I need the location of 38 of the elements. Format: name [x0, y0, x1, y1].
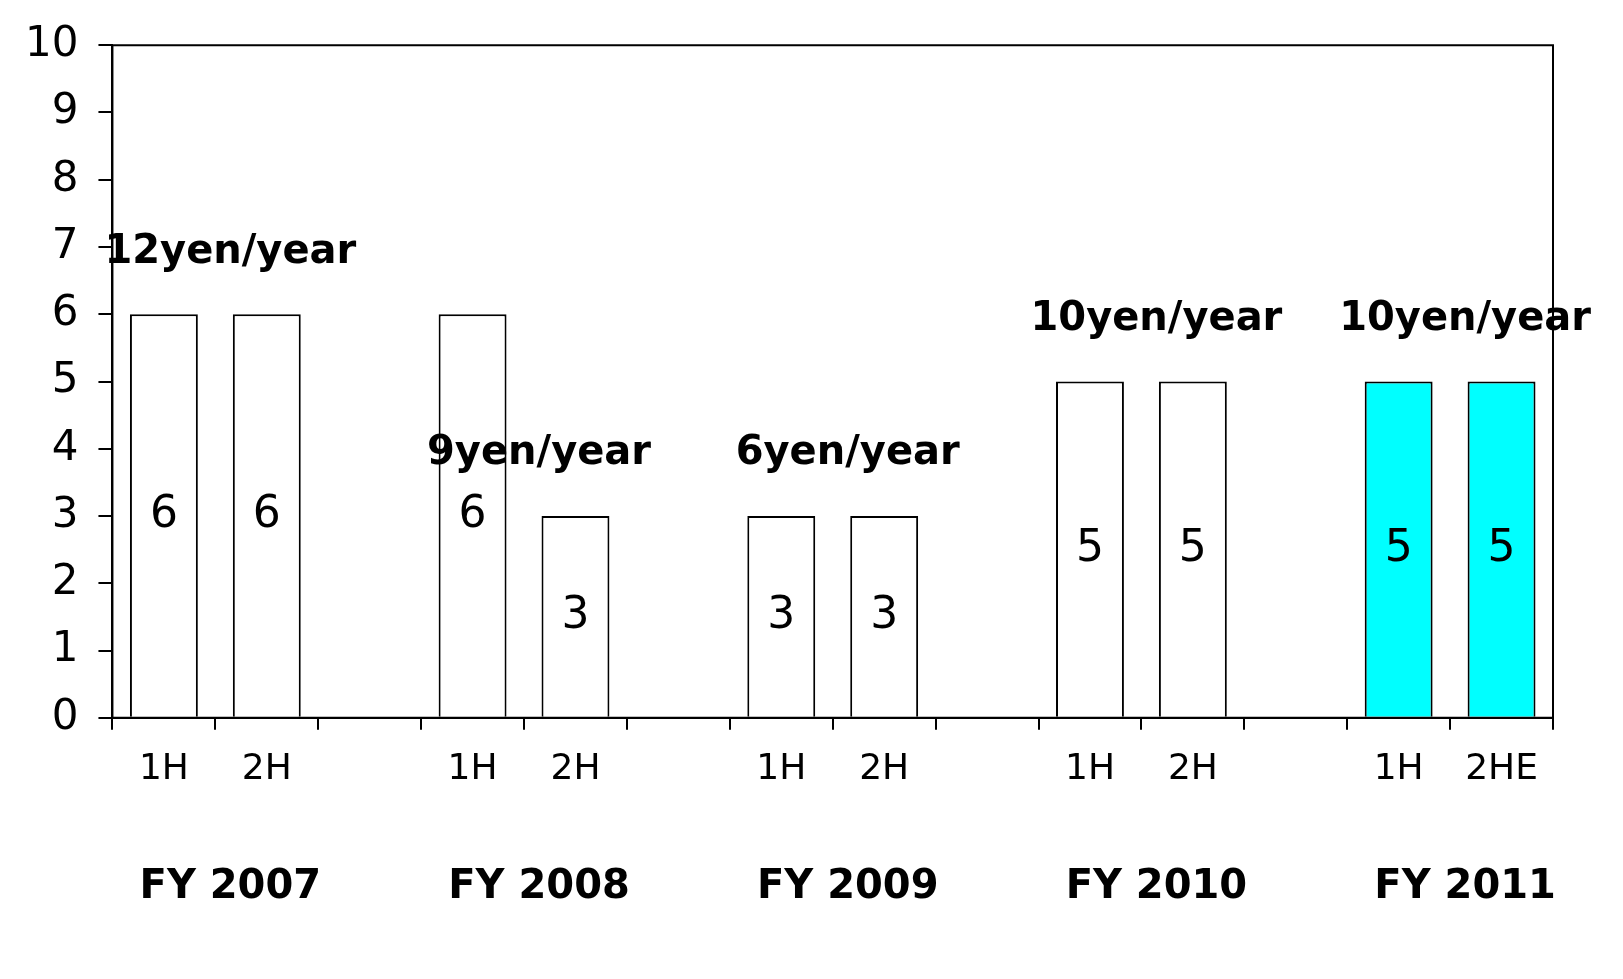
- text: FY 2010: [1065, 861, 1248, 908]
- text: FY 2011: [1374, 861, 1556, 908]
- data-label: 6: [252, 485, 281, 537]
- data-label: 5: [1178, 519, 1207, 571]
- y-tick-label: 7: [51, 218, 79, 268]
- x-tick-label: 2H: [550, 745, 601, 787]
- text: FY 2007: [139, 861, 322, 908]
- x-tick-label: 2H: [241, 745, 292, 787]
- annotation: 6yen/year: [735, 427, 961, 474]
- y-tick-label: 1: [51, 622, 79, 672]
- data-label: 5: [1384, 519, 1413, 571]
- x-tick-label: 1H: [756, 745, 807, 787]
- data-label: 3: [870, 586, 899, 638]
- x-tick-label: 2H: [859, 745, 910, 787]
- y-tick-label: 2: [51, 555, 79, 605]
- data-label: 6: [458, 485, 487, 537]
- y-tick-label: 5: [51, 353, 79, 403]
- text: FY 2009: [756, 861, 939, 908]
- data-label: 3: [767, 586, 796, 638]
- annotation: 10yen/year: [1030, 292, 1283, 339]
- x-tick-label: 1H: [1064, 745, 1115, 787]
- data-label: 3: [561, 586, 590, 638]
- text: FY 2008: [448, 861, 630, 908]
- y-tick-label: 10: [24, 17, 79, 67]
- data-label: 6: [149, 485, 178, 537]
- x-tick-label: 2HE: [1465, 745, 1538, 787]
- y-tick-label: 8: [51, 151, 79, 201]
- y-tick-label: 6: [51, 286, 79, 336]
- y-tick-label: 3: [51, 487, 79, 537]
- data-label: 5: [1487, 519, 1516, 571]
- x-tick-label: 1H: [447, 745, 498, 787]
- x-tick-label: 2H: [1167, 745, 1218, 787]
- x-tick-label: 1H: [138, 745, 189, 787]
- y-tick-label: 0: [51, 689, 79, 739]
- y-tick-label: 4: [51, 420, 79, 470]
- data-label: 5: [1075, 519, 1104, 571]
- x-tick-label: 1H: [1373, 745, 1424, 787]
- y-tick-label: 9: [51, 84, 79, 134]
